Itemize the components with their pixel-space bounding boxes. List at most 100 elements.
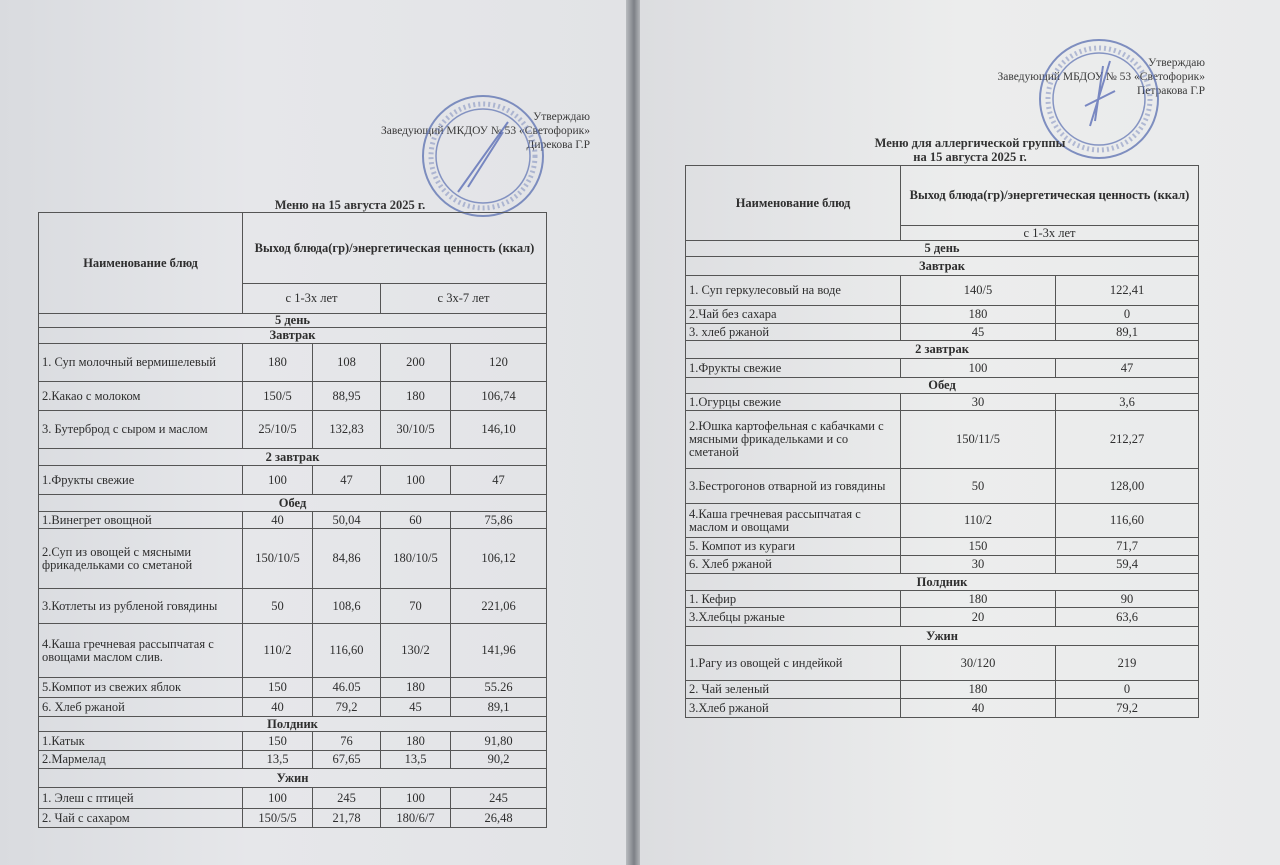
approval-position: Заведующий МКДОУ № 53 «Светофорик» (380, 125, 590, 137)
energy-value: 84,86 (312, 528, 381, 589)
energy-value: 116,60 (312, 623, 381, 678)
dish-name: 5. Компот из кураги (685, 537, 901, 556)
portion-weight: 180 (900, 680, 1056, 699)
section-heading: Обед (684, 377, 1200, 394)
portion-weight: 13,5 (242, 750, 313, 769)
dish-row: 2.Чай без сахара 180 0 (685, 305, 1200, 324)
portion-weight: 50 (900, 468, 1056, 504)
dish-row: 3. Бутерброд с сыром и маслом 25/10/5 132,… (38, 410, 548, 449)
dish-name: 1.Рагу из овощей с индейкой (685, 645, 901, 681)
section-row: 2 завтрак (684, 340, 1200, 359)
portion-weight: 20 (900, 607, 1056, 627)
energy-value: 106,12 (449, 528, 548, 589)
energy-value: 46.05 (312, 677, 381, 698)
header-output: Выход блюда(гр)/энергетическая ценность … (899, 165, 1200, 226)
energy-value: 106,74 (449, 381, 548, 411)
dish-row: 1.Огурцы свежие 30 3,6 (685, 393, 1200, 411)
portion-weight: 100 (900, 358, 1056, 378)
dish-row: 4.Каша гречневая рассыпчатая с овощами м… (38, 623, 548, 678)
dish-row: 2.Юшка картофельная с кабачками с мясным… (685, 410, 1200, 469)
page-gutter (626, 0, 642, 865)
dish-row: 1.Винегрет овощной 40 50,04 60 75,86 (38, 511, 548, 529)
dish-row: 1. Суп молочный вермишелевый 180 108 200 120 (38, 343, 548, 382)
energy-value: 47 (312, 465, 381, 495)
dish-row: 1. Кефир 180 90 (685, 590, 1200, 608)
dish-name: 1. Суп геркулесовый на воде (685, 275, 901, 306)
header-dish-name: Наименование блюд (685, 165, 901, 241)
energy-value: 3,6 (1054, 393, 1200, 411)
menu-table: Наименование блюд Выход блюда(гр)/энерге… (37, 212, 548, 828)
dish-row: 3.Бестрогонов отварной из говядины 50 128,… (685, 468, 1200, 504)
dish-row: 2.Какао с молоком 150/5 88,95 180 106,74 (38, 381, 548, 411)
portion-weight: 150/11/5 (900, 410, 1056, 469)
dish-row: 1.Катык 150 76 180 91,80 (38, 731, 548, 751)
energy-value: 212,27 (1054, 410, 1200, 469)
energy-value: 88,95 (312, 381, 381, 411)
dish-name: 5.Компот из свежих яблок (38, 677, 243, 698)
energy-value: 0 (1054, 680, 1200, 699)
dish-name: 3.Котлеты из рубленой говядины (38, 588, 243, 624)
dish-row: 2. Чай с сахаром 150/5/5 21,78 180/6/7 26,48 (38, 808, 548, 828)
dish-name: 3.Хлебцы ржаные (685, 607, 901, 627)
dish-row: 1.Рагу из овощей с индейкой 30/120 219 (685, 645, 1200, 681)
energy-value: 26,48 (449, 808, 548, 828)
section-heading: Ужин (684, 626, 1200, 646)
dish-name: 2. Чай с сахаром (38, 808, 243, 828)
energy-value: 90 (1054, 590, 1200, 608)
section-row: Полдник (37, 716, 548, 732)
portion-weight: 30 (900, 393, 1056, 411)
portion-weight: 45 (900, 323, 1056, 341)
energy-value: 120 (449, 343, 548, 382)
dish-row: 6. Хлеб ржаной 40 79,2 45 89,1 (38, 697, 548, 717)
section-row: Ужин (37, 768, 548, 788)
dish-row: 3.Котлеты из рубленой говядины 50 108,6 70 2… (38, 588, 548, 624)
menu-title: Меню на 15 августа 2025 г. (274, 198, 426, 212)
energy-value: 122,41 (1054, 275, 1200, 306)
right-document-page: Утверждаю Заведующий МБДОУ № 53 «Светофо… (640, 0, 1280, 865)
portion-weight: 140/5 (900, 275, 1056, 306)
dish-name: 4.Каша гречневая рассыпчатая с овощами м… (38, 623, 243, 678)
energy-value: 91,80 (449, 731, 548, 751)
section-heading: Полдник (684, 573, 1200, 591)
energy-value: 47 (1054, 358, 1200, 378)
dish-name: 2.Мармелад (38, 750, 243, 769)
energy-value: 132,83 (312, 410, 381, 449)
portion-weight: 200 (380, 343, 451, 382)
section-heading: Ужин (37, 768, 548, 788)
dish-name: 2.Суп из овощей с мясными фрикадельками … (38, 528, 243, 589)
energy-value: 89,1 (449, 697, 548, 717)
dish-row: 2.Суп из овощей с мясными фрикадельками … (38, 528, 548, 589)
energy-value: 90,2 (449, 750, 548, 769)
dish-name: 1.Огурцы свежие (685, 393, 901, 411)
energy-value: 128,00 (1054, 468, 1200, 504)
approval-label: Утверждаю (533, 111, 590, 123)
portion-weight: 30/120 (900, 645, 1056, 681)
portion-weight: 70 (380, 588, 451, 624)
section-row: 5 день (37, 313, 548, 328)
dish-name: 1. Кефир (685, 590, 901, 608)
energy-value: 71,7 (1054, 537, 1200, 556)
dish-name: 1.Фрукты свежие (685, 358, 901, 378)
portion-weight: 150 (242, 677, 313, 698)
header-age-3-7: с 3х-7 лет (379, 283, 548, 314)
approval-label: Утверждаю (1148, 57, 1205, 69)
section-row: Полдник (684, 573, 1200, 591)
menu-title-line-1: Меню для аллергической группы (874, 136, 1066, 150)
portion-weight: 60 (380, 511, 451, 529)
portion-weight: 100 (242, 465, 313, 495)
energy-value: 67,65 (312, 750, 381, 769)
energy-value: 59,4 (1054, 555, 1200, 574)
energy-value: 89,1 (1054, 323, 1200, 341)
portion-weight: 150/10/5 (242, 528, 313, 589)
dish-row: 5.Компот из свежих яблок 150 46.05 180 55.26 (38, 677, 548, 698)
section-heading: 5 день (37, 313, 548, 328)
header-dish-name: Наименование блюд (38, 212, 243, 314)
portion-weight: 180 (380, 381, 451, 411)
energy-value: 47 (449, 465, 548, 495)
portion-weight: 100 (242, 787, 313, 809)
dish-name: 6. Хлеб ржаной (685, 555, 901, 574)
dish-row: 3. хлеб ржаной 45 89,1 (685, 323, 1200, 341)
section-heading: 5 день (684, 240, 1200, 257)
portion-weight: 110/2 (900, 503, 1056, 538)
portion-weight: 13,5 (380, 750, 451, 769)
